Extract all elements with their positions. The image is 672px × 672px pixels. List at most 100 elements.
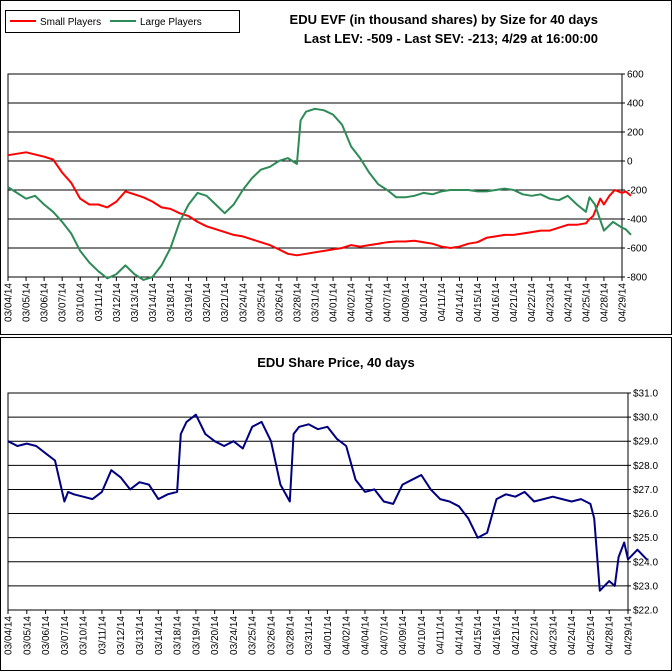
y-tick-label: 600 <box>627 70 644 81</box>
x-tick-label: 04/02/14 <box>342 616 353 655</box>
x-tick-label: 03/04/14 <box>4 616 15 655</box>
x-tick-label: 03/20/14 <box>210 616 221 655</box>
x-tick-label: 03/19/14 <box>191 616 202 655</box>
x-tick-label: 03/07/14 <box>58 283 69 322</box>
x-tick-label: 03/26/14 <box>267 616 278 655</box>
x-tick-label: 03/28/14 <box>292 283 303 322</box>
x-tick-label: 04/22/14 <box>527 283 538 322</box>
x-tick-label: 04/07/14 <box>383 283 394 322</box>
x-tick-label: 04/01/14 <box>329 283 340 322</box>
y-tick-label: -600 <box>627 244 647 255</box>
y-tick-label: $26.0 <box>633 509 658 520</box>
x-tick-label: 03/06/14 <box>40 283 51 322</box>
x-tick-label: 04/15/14 <box>473 283 484 322</box>
top-chart-subtitle: Last LEV: -509 - Last SEV: -213; 4/29 at… <box>304 31 598 46</box>
x-tick-label: 04/28/14 <box>599 283 610 322</box>
y-tick-label: -800 <box>627 273 647 284</box>
x-tick-label: 04/21/14 <box>511 616 522 655</box>
y-tick-label: 0 <box>627 157 633 168</box>
x-tick-label: 04/23/14 <box>548 616 559 655</box>
x-tick-label: 03/19/14 <box>184 283 195 322</box>
top-chart-frame <box>0 0 672 335</box>
x-tick-label: 04/04/14 <box>360 616 371 655</box>
x-tick-label: 04/14/14 <box>455 283 466 322</box>
x-tick-label: 04/25/14 <box>581 283 592 322</box>
x-tick-label: 04/10/14 <box>417 616 428 655</box>
x-tick-label: 04/15/14 <box>473 616 484 655</box>
x-tick-label: 03/31/14 <box>304 616 315 655</box>
x-tick-label: 03/18/14 <box>173 616 184 655</box>
y-tick-label: $25.0 <box>633 533 658 544</box>
x-tick-label: 03/05/14 <box>22 616 33 655</box>
x-tick-label: 04/16/14 <box>492 616 503 655</box>
x-tick-label: 03/24/14 <box>229 616 240 655</box>
x-tick-label: 04/29/14 <box>618 283 629 322</box>
legend-label-small-players: Small Players <box>40 17 101 28</box>
x-tick-label: 03/25/14 <box>256 283 267 322</box>
x-tick-label: 03/06/14 <box>41 616 52 655</box>
x-tick-label: 03/24/14 <box>238 283 249 322</box>
x-tick-label: 04/28/14 <box>605 616 616 655</box>
x-tick-label: 04/01/14 <box>323 616 334 655</box>
y-tick-label: $24.0 <box>633 557 658 568</box>
x-tick-label: 04/10/14 <box>419 283 430 322</box>
x-tick-label: 03/20/14 <box>202 283 213 322</box>
x-tick-label: 04/02/14 <box>347 283 358 322</box>
x-tick-label: 04/09/14 <box>398 616 409 655</box>
x-tick-label: 03/10/14 <box>76 283 87 322</box>
x-tick-label: 04/09/14 <box>401 283 412 322</box>
x-tick-label: 04/11/14 <box>436 616 447 655</box>
x-tick-label: 04/24/14 <box>563 283 574 322</box>
y-tick-label: $27.0 <box>633 485 658 496</box>
x-tick-label: 03/21/14 <box>220 283 231 322</box>
x-tick-label: 04/04/14 <box>365 283 376 322</box>
x-tick-label: 04/07/14 <box>379 616 390 655</box>
x-tick-label: 03/26/14 <box>274 283 285 322</box>
x-tick-label: 04/23/14 <box>545 283 556 322</box>
x-tick-label: 04/11/14 <box>437 283 448 322</box>
y-tick-label: $30.0 <box>633 413 658 424</box>
x-tick-label: 03/07/14 <box>60 616 71 655</box>
x-tick-label: 03/12/14 <box>112 283 123 322</box>
y-tick-label: -400 <box>627 215 647 226</box>
y-tick-label: 400 <box>627 99 644 110</box>
top-chart-plot: 600 400 200 0 -200 -400 -600 -800 03/04/14 03/05/… <box>4 70 648 322</box>
y-tick-label: $31.0 <box>633 389 658 400</box>
y-tick-label: $29.0 <box>633 437 658 448</box>
x-tick-label: 04/21/14 <box>509 283 520 322</box>
x-tick-label: 04/16/14 <box>491 283 502 322</box>
x-tick-label: 03/13/14 <box>130 283 141 322</box>
x-tick-label: 03/12/14 <box>116 616 127 655</box>
x-tick-label: 03/10/14 <box>79 616 90 655</box>
x-tick-label: 04/22/14 <box>530 616 541 655</box>
x-tick-label: 03/05/14 <box>22 283 33 322</box>
x-tick-label: 03/11/14 <box>94 283 105 322</box>
x-tick-label: 03/28/14 <box>285 616 296 655</box>
series-line-share-price <box>7 413 648 592</box>
x-tick-label: 03/14/14 <box>154 616 165 655</box>
legend: Small Players Large Players <box>5 10 240 33</box>
x-tick-label: 03/25/14 <box>248 616 259 655</box>
x-tick-label: 03/11/14 <box>97 616 108 655</box>
x-tick-label: 03/04/14 <box>4 283 15 322</box>
x-tick-label: 03/14/14 <box>148 283 159 322</box>
plot-area-border <box>7 392 629 611</box>
x-tick-label: 04/25/14 <box>586 616 597 655</box>
bottom-chart-plot: $31.0 $30.0 $29.0 $28.0 $27.0 $26.0 $25.0 $24.0… <box>4 389 659 655</box>
legend-label-large-players: Large Players <box>140 17 202 28</box>
y-tick-label: $28.0 <box>633 461 658 472</box>
x-tick-label: 03/18/14 <box>166 283 177 322</box>
x-tick-label: 04/14/14 <box>454 616 465 655</box>
bottom-chart-title: EDU Share Price, 40 days <box>257 355 415 370</box>
y-tick-label: $22.0 <box>633 606 658 617</box>
series-line-small-players <box>7 151 632 257</box>
x-tick-label: 04/29/14 <box>624 616 635 655</box>
y-tick-label: 200 <box>627 128 644 139</box>
x-tick-label: 03/31/14 <box>311 283 322 322</box>
y-tick-label: $23.0 <box>633 581 658 592</box>
series-line-large-players <box>7 107 632 281</box>
x-tick-label: 03/13/14 <box>135 616 146 655</box>
y-tick-label: -200 <box>627 186 647 197</box>
